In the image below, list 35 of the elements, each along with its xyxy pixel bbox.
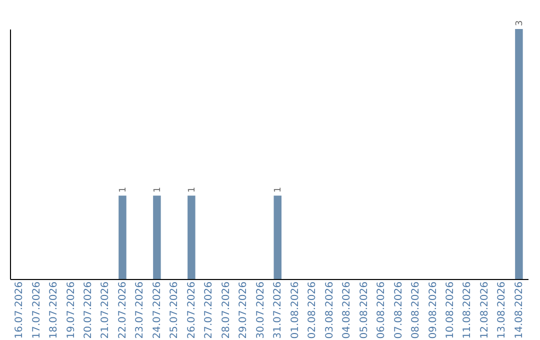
x-tick-label: 27.07.2026 — [204, 282, 215, 339]
x-tick-label: 25.07.2026 — [169, 282, 180, 339]
x-tick-label: 09.08.2026 — [428, 282, 439, 339]
data-label: 3 — [514, 20, 525, 26]
x-tick-label: 03.08.2026 — [324, 282, 336, 339]
x-tick-label: 31.07.2026 — [272, 282, 284, 339]
x-tick-label: 10.08.2026 — [445, 282, 456, 339]
x-tick-label: 01.08.2026 — [290, 282, 301, 339]
x-tick-label: 30.07.2026 — [255, 282, 266, 339]
data-label: 1 — [274, 186, 284, 193]
data-label: 1 — [118, 186, 128, 193]
x-tick-label: 08.08.2026 — [410, 282, 422, 339]
x-tick-label: 02.08.2026 — [307, 282, 318, 339]
x-tick-label: 11.08.2026 — [462, 282, 474, 339]
x-tick-label: 06.08.2026 — [376, 282, 388, 339]
x-tick-label: 24.07.2026 — [152, 282, 163, 339]
x-tick-label: 23.07.2026 — [134, 282, 146, 339]
x-tick-label: 28.07.2026 — [220, 282, 232, 339]
x-tick-label: 26.07.2026 — [186, 282, 198, 339]
x-tick-label: 19.07.2026 — [66, 282, 77, 339]
x-tick-label: 21.07.2026 — [100, 282, 112, 339]
data-label: 1 — [187, 186, 198, 193]
x-tick-label: 20.07.2026 — [83, 282, 94, 339]
x-tick-label: 18.07.2026 — [48, 282, 60, 339]
x-tick-label: 17.07.2026 — [31, 282, 42, 339]
x-tick-label: 07.08.2026 — [393, 282, 404, 339]
x-tick-label: 04.08.2026 — [342, 282, 353, 339]
x-tick-label: 12.08.2026 — [479, 282, 490, 339]
x-tick-label: 22.07.2026 — [117, 282, 128, 339]
x-tick-label: 05.08.2026 — [358, 282, 370, 339]
data-label: 1 — [152, 186, 163, 193]
x-tick-label: 16.07.2026 — [14, 282, 26, 339]
x-tick-label: 29.07.2026 — [238, 282, 250, 339]
x-tick-label: 13.08.2026 — [496, 282, 508, 339]
x-tick-label: 14.08.2026 — [514, 282, 525, 339]
